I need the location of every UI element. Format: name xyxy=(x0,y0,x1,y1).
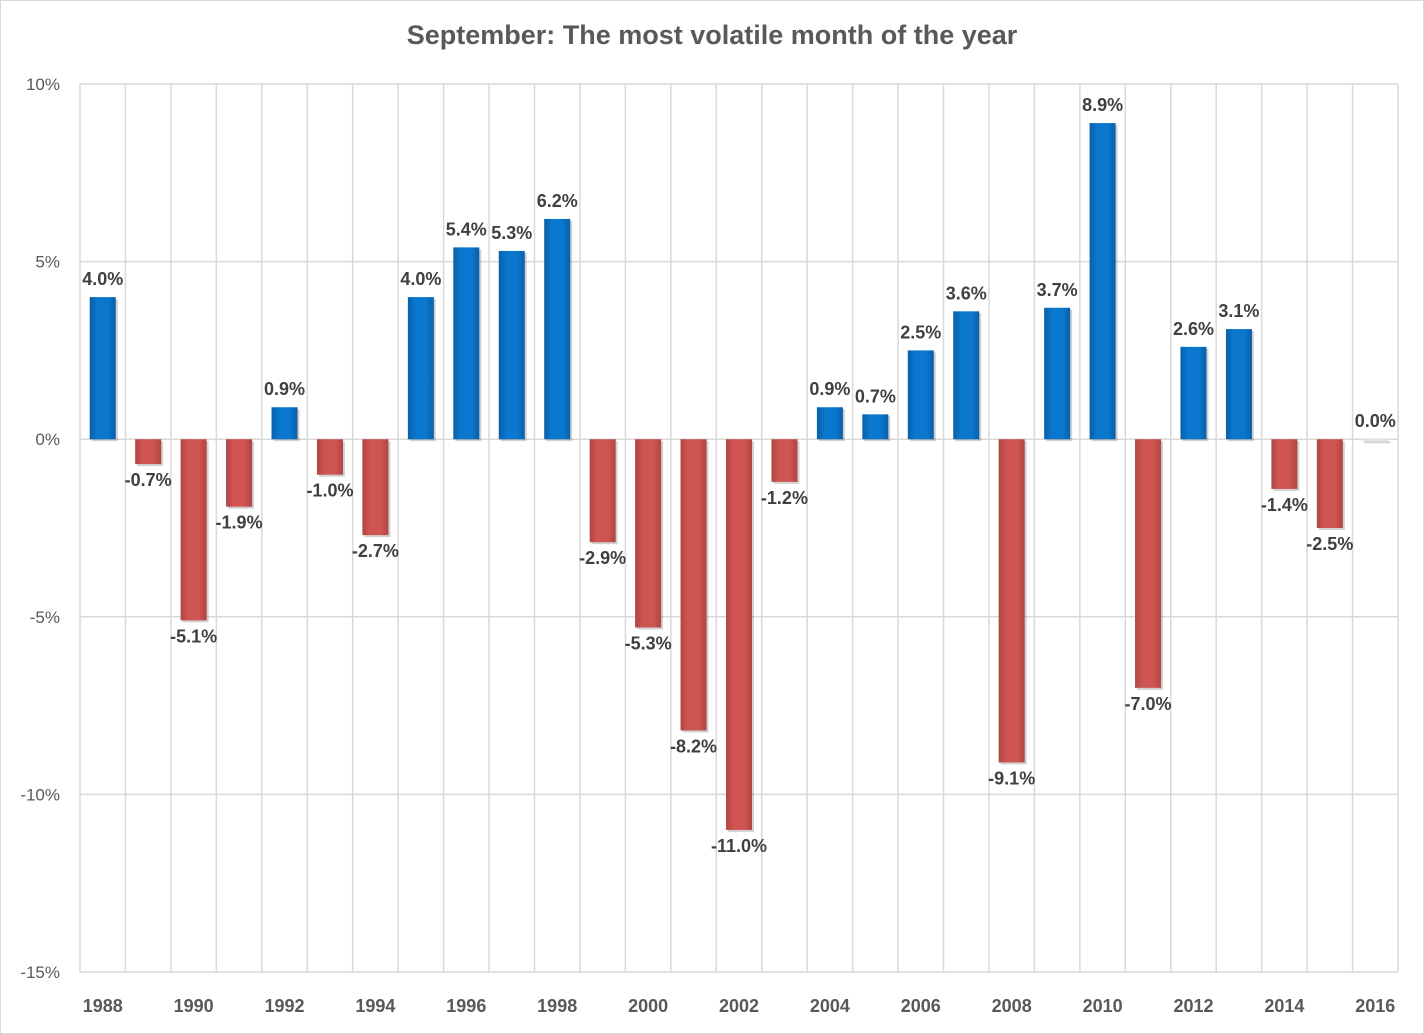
x-tick-label: 2016 xyxy=(1355,996,1395,1016)
x-tick-label: 1996 xyxy=(446,996,486,1016)
data-label-1990: -5.1% xyxy=(170,626,217,646)
x-tick-label: 2010 xyxy=(1083,996,1123,1016)
bar-2010 xyxy=(1089,123,1116,440)
data-label-1989: -0.7% xyxy=(125,470,172,490)
y-tick-label: -15% xyxy=(20,963,60,982)
bar-2005 xyxy=(862,414,889,440)
data-label-2008: -9.1% xyxy=(988,768,1035,788)
bar-2004 xyxy=(816,407,843,440)
data-label-1991: -1.9% xyxy=(216,513,263,533)
data-label-1994: -2.7% xyxy=(352,541,399,561)
data-label-2013: 3.1% xyxy=(1218,301,1259,321)
data-label-1988: 4.0% xyxy=(82,269,123,289)
data-label-1997: 5.3% xyxy=(491,223,532,243)
data-label-1993: -1.0% xyxy=(306,481,353,501)
bar-1995 xyxy=(407,297,434,440)
bar-2002 xyxy=(726,439,752,830)
bar-2016 xyxy=(1362,439,1389,442)
y-tick-label: 5% xyxy=(35,253,60,272)
x-tick-label: 1992 xyxy=(264,996,304,1016)
data-label-1996: 5.4% xyxy=(446,219,487,239)
data-label-2012: 2.6% xyxy=(1173,319,1214,339)
bar-2009 xyxy=(1044,307,1071,440)
bar-2003 xyxy=(771,439,798,482)
y-tick-label: 10% xyxy=(26,75,60,94)
bar-2001 xyxy=(680,439,707,731)
data-label-2004: 0.9% xyxy=(809,379,850,399)
data-label-2003: -1.2% xyxy=(761,488,808,508)
bar-1988 xyxy=(89,297,116,440)
data-label-1992: 0.9% xyxy=(264,379,305,399)
y-tick-label: -10% xyxy=(20,785,60,804)
x-tick-label: 1990 xyxy=(174,996,214,1016)
data-label-1999: -2.9% xyxy=(579,548,626,568)
bar-2015 xyxy=(1316,439,1343,528)
data-label-2014: -1.4% xyxy=(1261,495,1308,515)
x-tick-label: 1988 xyxy=(83,996,123,1016)
data-label-2002: -11.0% xyxy=(711,836,767,856)
x-tick-label: 2004 xyxy=(810,996,850,1016)
bar-1989 xyxy=(135,439,162,465)
data-label-2000: -5.3% xyxy=(625,633,672,653)
bar-1992 xyxy=(271,407,298,440)
x-tick-label: 1994 xyxy=(355,996,395,1016)
x-tick-label: 2002 xyxy=(719,996,759,1016)
data-label-1998: 6.2% xyxy=(537,191,578,211)
bar-1997 xyxy=(498,250,525,440)
bar-2011 xyxy=(1135,439,1162,688)
data-label-2001: -8.2% xyxy=(670,736,717,756)
data-label-2011: -7.0% xyxy=(1125,694,1172,714)
y-tick-label: 0% xyxy=(35,430,60,449)
bar-2012 xyxy=(1180,346,1207,440)
bar-1999 xyxy=(589,439,616,543)
x-tick-label: 1998 xyxy=(537,996,577,1016)
x-tick-label: 2012 xyxy=(1173,996,1213,1016)
bar-1991 xyxy=(226,439,253,507)
bar-2000 xyxy=(635,439,662,628)
data-label-2016: 0.0% xyxy=(1355,411,1396,431)
bar-1993 xyxy=(316,439,343,475)
bar-1998 xyxy=(544,218,571,440)
data-label-2007: 3.6% xyxy=(946,283,987,303)
chart-title: September: The most volatile month of th… xyxy=(406,20,1018,50)
bar-shadow xyxy=(1364,441,1391,444)
bar-1994 xyxy=(362,439,389,536)
x-tick-label: 2000 xyxy=(628,996,668,1016)
data-label-2010: 8.9% xyxy=(1082,95,1123,115)
data-label-1995: 4.0% xyxy=(400,269,441,289)
bar-1996 xyxy=(453,247,480,440)
x-tick-label: 2008 xyxy=(992,996,1032,1016)
x-tick-label: 2006 xyxy=(901,996,941,1016)
bar-1990 xyxy=(180,439,207,621)
data-label-2009: 3.7% xyxy=(1037,280,1078,300)
data-label-2005: 0.7% xyxy=(855,386,896,406)
bar-2014 xyxy=(1271,439,1298,489)
x-tick-label: 2014 xyxy=(1264,996,1304,1016)
y-tick-label: -5% xyxy=(30,608,60,627)
bar-2007 xyxy=(953,311,980,440)
data-label-2006: 2.5% xyxy=(900,322,941,342)
bar-2013 xyxy=(1225,329,1252,440)
bar-2008 xyxy=(998,439,1025,763)
bar-2006 xyxy=(907,350,934,440)
data-label-2015: -2.5% xyxy=(1306,534,1353,554)
